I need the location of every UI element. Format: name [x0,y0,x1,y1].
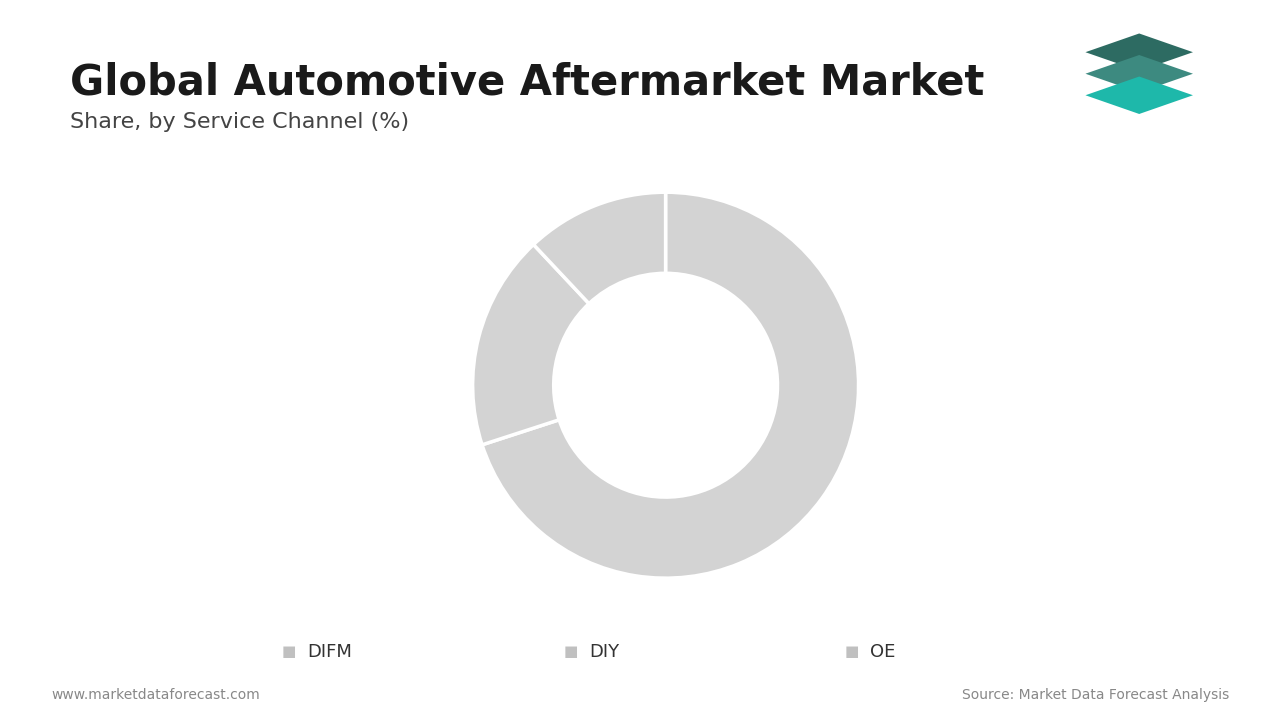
Text: DIY: DIY [589,642,620,661]
Text: OE: OE [870,642,896,661]
Wedge shape [472,245,589,445]
Text: ■: ■ [282,644,296,659]
Text: www.marketdataforecast.com: www.marketdataforecast.com [51,688,260,702]
Text: Global Automotive Aftermarket Market: Global Automotive Aftermarket Market [70,61,984,103]
Polygon shape [1085,55,1193,92]
Text: ■: ■ [563,644,577,659]
Text: Share, by Service Channel (%): Share, by Service Channel (%) [70,112,410,132]
Polygon shape [1085,76,1193,114]
Polygon shape [1085,33,1193,71]
Text: DIFM: DIFM [307,642,352,661]
Wedge shape [483,192,859,578]
Text: Source: Market Data Forecast Analysis: Source: Market Data Forecast Analysis [961,688,1229,702]
Text: ■: ■ [845,644,859,659]
Wedge shape [534,192,666,304]
